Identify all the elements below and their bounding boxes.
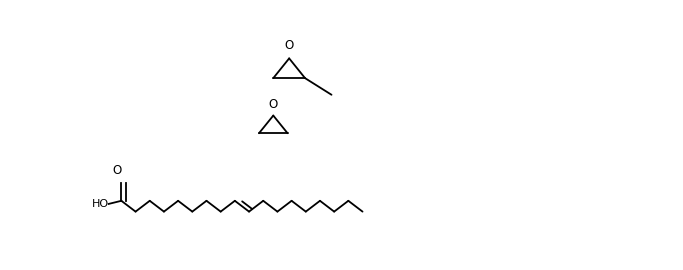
Text: O: O (268, 98, 278, 111)
Text: O: O (113, 164, 122, 177)
Text: O: O (285, 39, 294, 52)
Text: HO: HO (92, 199, 109, 209)
